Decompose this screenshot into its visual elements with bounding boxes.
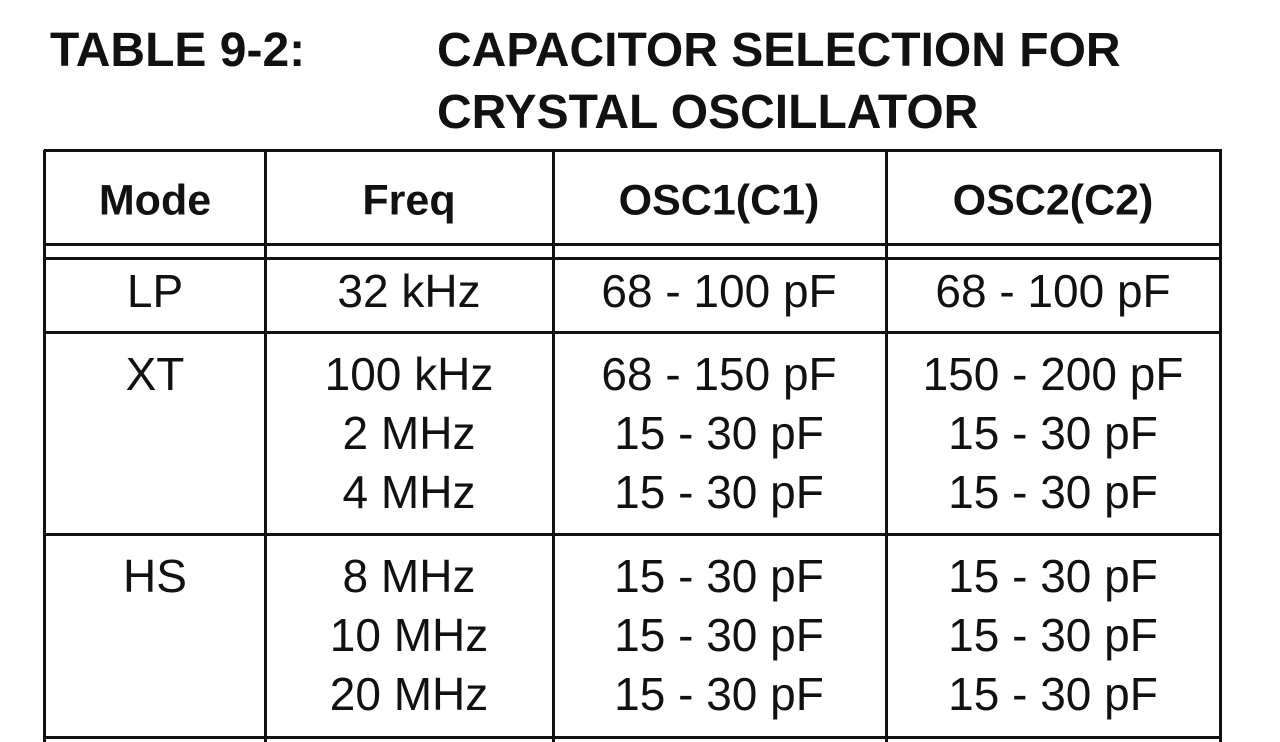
rule: [552, 150, 555, 742]
data-cell: 150 - 200 pF: [922, 348, 1184, 400]
data-cell: 15 - 30 pF: [614, 609, 824, 661]
rule: [44, 331, 1222, 334]
rule: [44, 149, 1222, 152]
rule: [264, 150, 267, 742]
table-label: TABLE 9-2:: [50, 24, 306, 77]
rule: [44, 533, 1222, 536]
data-cell: 15 - 30 pF: [948, 407, 1158, 459]
header-cell: Mode: [98, 176, 212, 225]
header-cell: OSC2(C2): [952, 176, 1154, 225]
data-cell: 68 - 150 pF: [601, 348, 837, 400]
rule: [44, 243, 1222, 246]
data-cell: 2 MHz: [342, 407, 476, 459]
data-cell: 15 - 30 pF: [948, 466, 1158, 518]
data-cell: 20 MHz: [329, 668, 489, 720]
table-title: CAPACITOR SELECTION FOR: [437, 24, 1121, 77]
data-cell: 15 - 30 pF: [948, 668, 1158, 720]
data-cell: 15 - 30 pF: [614, 550, 824, 602]
data-cell: 8 MHz: [342, 550, 476, 602]
data-cell: 15 - 30 pF: [614, 407, 824, 459]
data-cell: 15 - 30 pF: [614, 466, 824, 518]
header-cell: OSC1(C1): [618, 176, 820, 225]
data-cell: 15 - 30 pF: [948, 609, 1158, 661]
data-cell: 32 kHz: [337, 265, 481, 317]
mode-cell: XT: [125, 348, 185, 400]
rule: [1219, 150, 1222, 742]
data-cell: 15 - 30 pF: [614, 668, 824, 720]
header-cell: Freq: [362, 176, 456, 225]
data-cell: 4 MHz: [342, 466, 476, 518]
data-cell: 68 - 100 pF: [601, 265, 837, 317]
rule: [44, 257, 1222, 260]
mode-cell: HS: [123, 550, 187, 602]
data-cell: 15 - 30 pF: [948, 550, 1158, 602]
data-cell: 100 kHz: [324, 348, 494, 400]
table-title: CRYSTAL OSCILLATOR: [437, 86, 979, 139]
mode-cell: LP: [126, 265, 184, 317]
rule: [44, 736, 1222, 739]
data-cell: 68 - 100 pF: [935, 265, 1171, 317]
data-cell: 10 MHz: [329, 609, 489, 661]
rule: [43, 150, 46, 742]
rule: [885, 150, 888, 742]
